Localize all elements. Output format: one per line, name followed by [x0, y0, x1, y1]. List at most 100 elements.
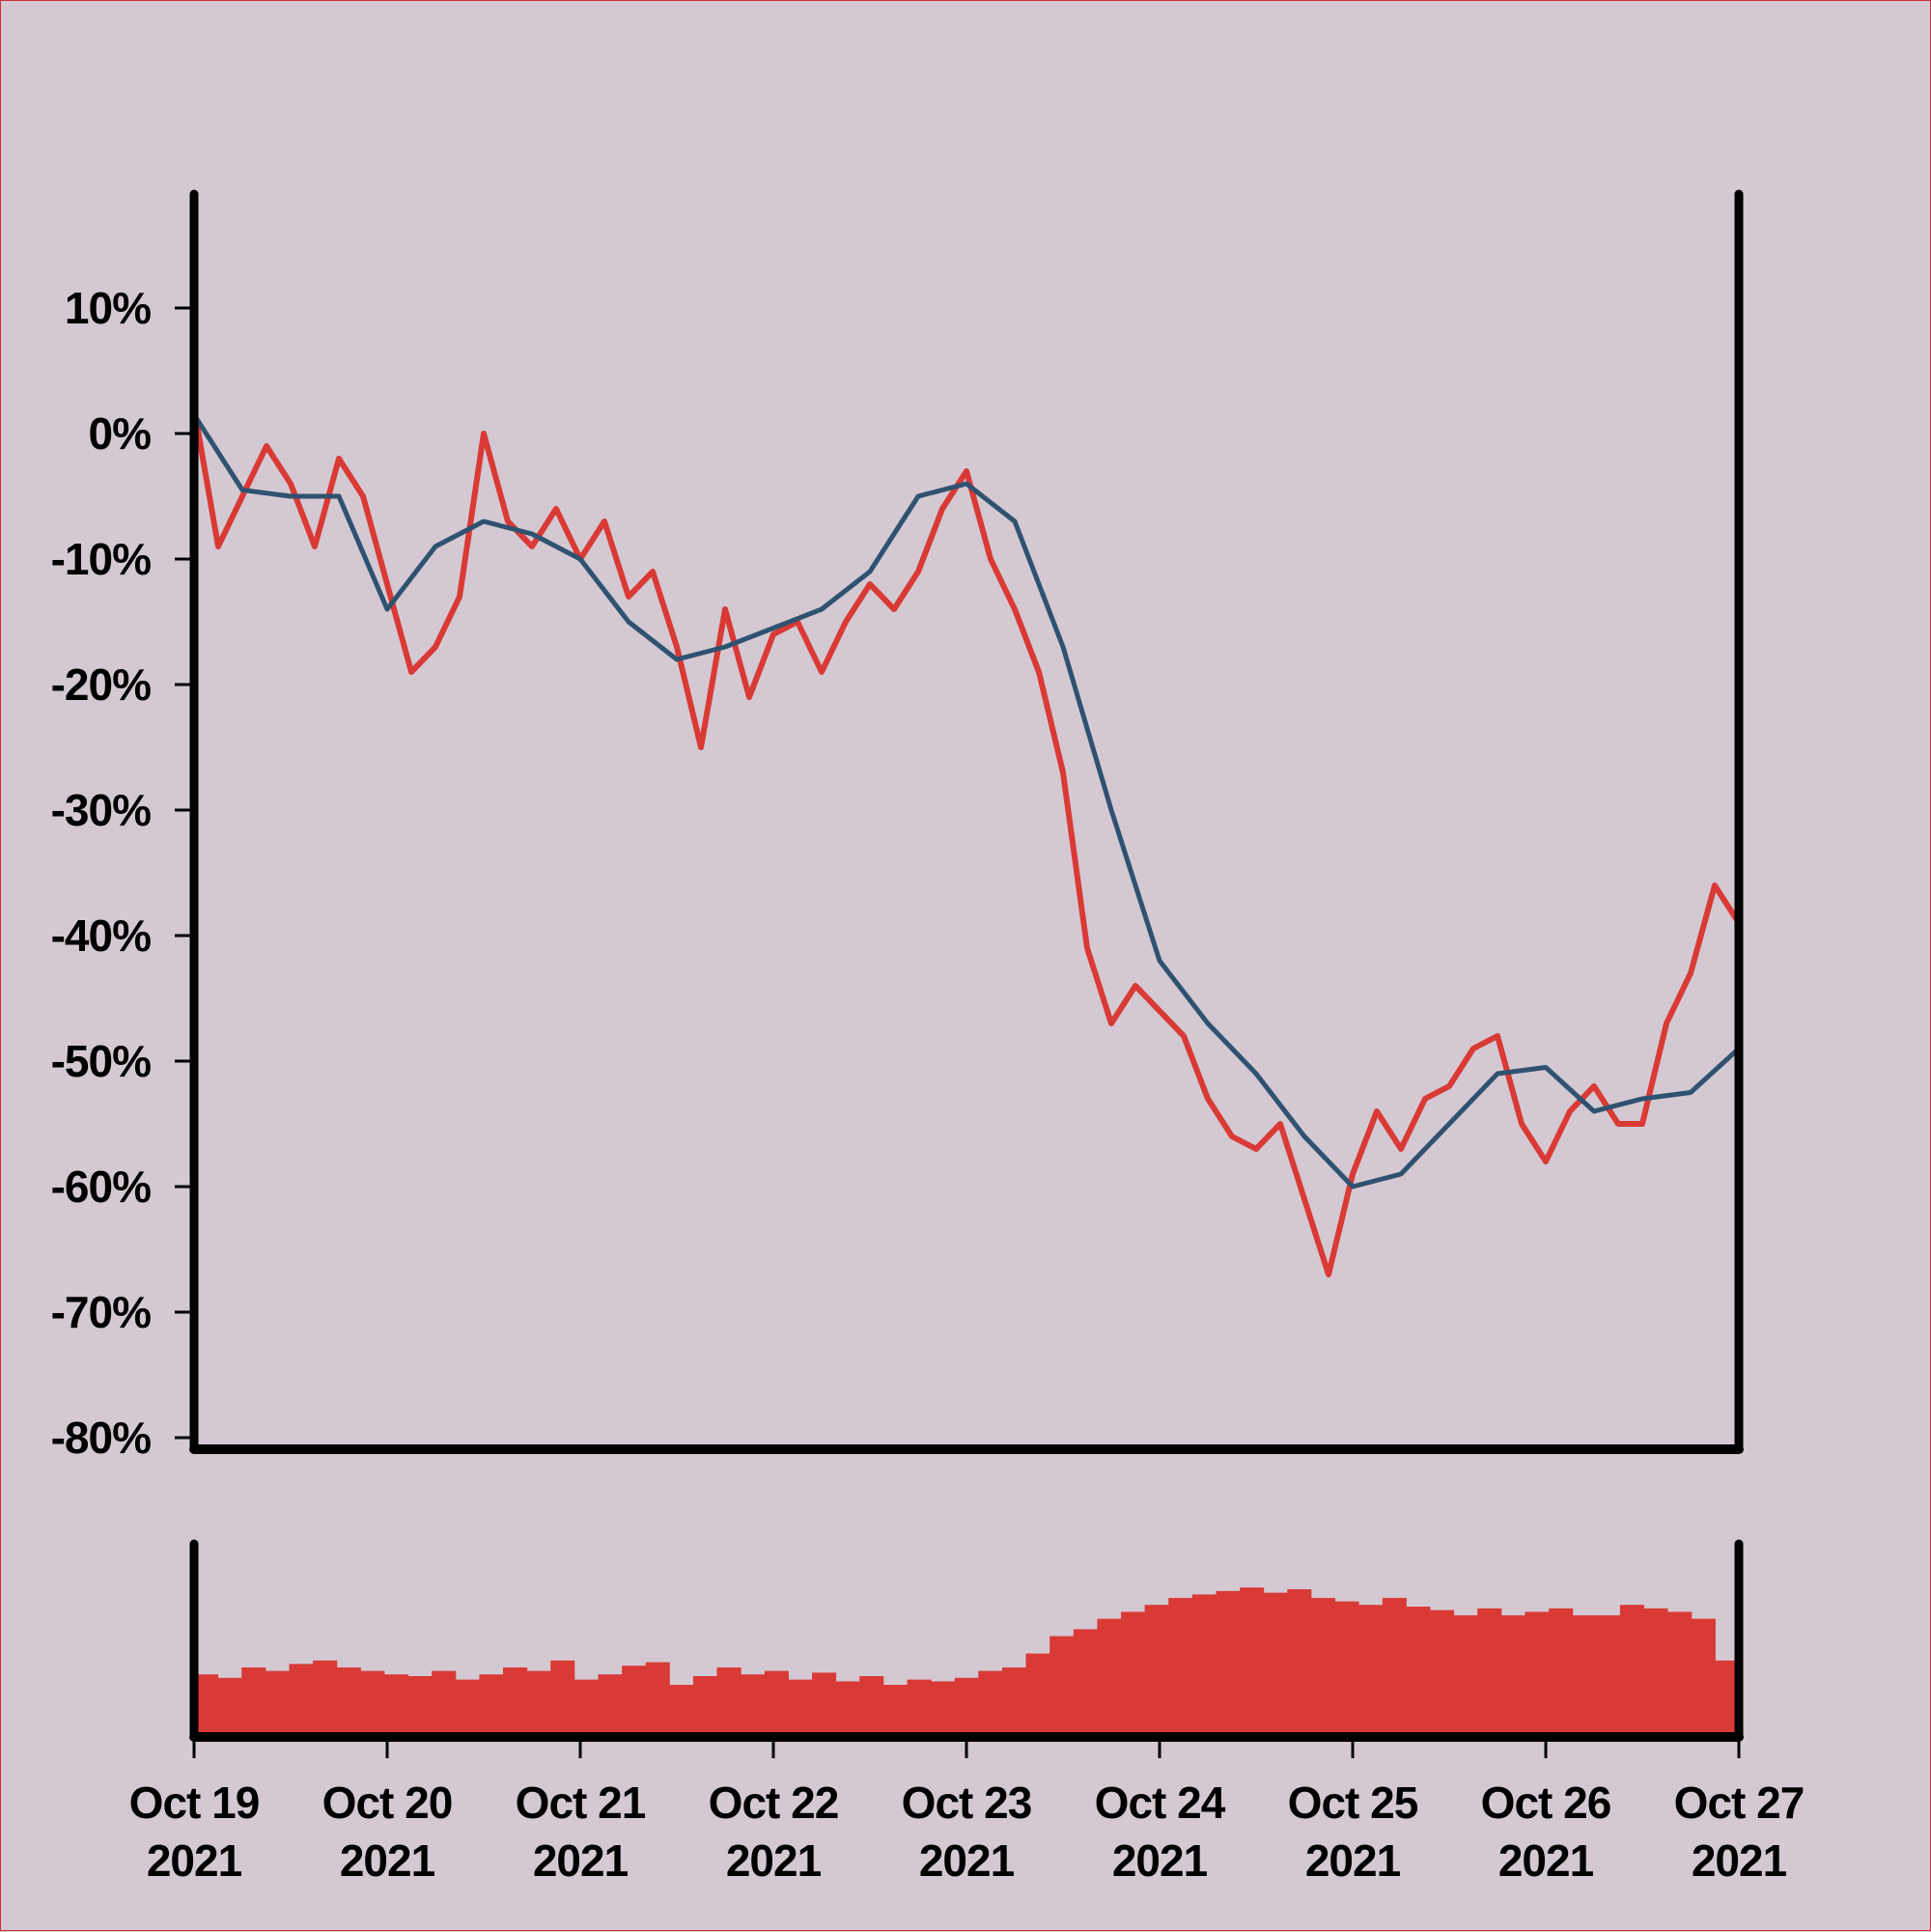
x-tick-label: Oct 24 2021	[1095, 1778, 1227, 1886]
volume-bar	[217, 1677, 242, 1737]
volume-bar	[812, 1672, 837, 1737]
y-tick-label: 10%	[65, 283, 151, 333]
x-tick-label: Oct 27 2021	[1674, 1778, 1805, 1886]
x-tick-label-date: Oct 23	[902, 1778, 1032, 1828]
volume-bar	[1144, 1605, 1169, 1737]
volume-bar	[1430, 1610, 1455, 1737]
x-tick-label-year: 2021	[1692, 1835, 1787, 1886]
volume-bar	[1216, 1590, 1241, 1737]
volume-bar	[788, 1679, 813, 1737]
y-tick-label: -30%	[51, 785, 151, 835]
volume-bar	[764, 1670, 789, 1737]
x-tick-label: Oct 21 2021	[516, 1778, 647, 1886]
x-tick-label-year: 2021	[919, 1835, 1015, 1886]
volume-bar	[1121, 1611, 1146, 1737]
volume-bar	[1168, 1598, 1193, 1737]
y-tick-label: -50%	[51, 1036, 151, 1086]
volume-bar	[1287, 1589, 1312, 1737]
y-tick-label: -10%	[51, 534, 151, 584]
x-tick-label: Oct 25 2021	[1288, 1778, 1419, 1886]
volume-bar	[692, 1676, 717, 1737]
x-tick-label-date: Oct 21	[516, 1778, 646, 1828]
volume-bar	[526, 1670, 551, 1737]
volume-bar	[550, 1660, 575, 1737]
volume-bar	[1310, 1598, 1335, 1737]
volume-bar	[455, 1679, 480, 1737]
x-tick-label: Oct 22 2021	[709, 1778, 840, 1886]
volume-bar	[432, 1670, 457, 1737]
volume-bar	[360, 1670, 385, 1737]
x-tick-label-date: Oct 24	[1095, 1778, 1226, 1828]
volume-bar	[1596, 1615, 1621, 1737]
volume-bar	[479, 1674, 504, 1737]
volume-bar	[1667, 1611, 1693, 1737]
x-tick-label-date: Oct 25	[1288, 1778, 1418, 1828]
volume-bars	[194, 1587, 1740, 1737]
y-tick-label: -60%	[51, 1162, 151, 1212]
y-tick-label: -40%	[51, 910, 151, 961]
x-tick-label-date: Oct 22	[709, 1778, 839, 1828]
volume-bar	[265, 1670, 290, 1737]
volume-bar	[907, 1679, 932, 1737]
volume-bar	[407, 1676, 433, 1737]
volume-bar	[669, 1685, 694, 1737]
volume-bar	[835, 1681, 860, 1737]
price-lines	[191, 406, 1742, 1277]
x-tick-labels: Oct 19 2021 Oct 20 2021 Oct 21 2021 Oct 22 2021…	[129, 1778, 1805, 1886]
volume-bar	[931, 1681, 956, 1737]
y-tick-label: -80%	[51, 1413, 151, 1463]
volume-bar	[1382, 1598, 1407, 1737]
price-line	[191, 406, 1742, 1277]
volume-bar	[1477, 1608, 1502, 1737]
y-tick-label: -20%	[51, 659, 151, 710]
x-tick-label-date: Oct 19	[129, 1778, 260, 1828]
volume-bar	[313, 1660, 338, 1737]
volume-bar	[954, 1677, 979, 1737]
volume-bar	[336, 1667, 361, 1737]
moving-average-line	[191, 412, 1742, 1190]
volume-bar	[1358, 1605, 1384, 1737]
x-tick-label-year: 2021	[147, 1835, 242, 1886]
volume-bar	[1001, 1667, 1026, 1737]
volume-bar	[1643, 1608, 1668, 1737]
volume-bar	[383, 1674, 408, 1737]
x-tick-label-year: 2021	[1305, 1835, 1401, 1886]
x-tick-label: Oct 19 2021	[129, 1778, 261, 1886]
volume-bar	[598, 1674, 623, 1737]
y-tick-label: -70%	[51, 1287, 151, 1337]
volume-bar	[1049, 1636, 1075, 1737]
volume-bar	[1073, 1629, 1098, 1737]
volume-bar	[1406, 1607, 1431, 1737]
volume-bar	[1334, 1601, 1359, 1737]
volume-bar	[1572, 1615, 1597, 1737]
volume-bar	[574, 1679, 599, 1737]
x-tick-label: Oct 20 2021	[322, 1778, 454, 1886]
x-tick-label-date: Oct 26	[1481, 1778, 1611, 1828]
volume-bar	[1453, 1615, 1478, 1737]
x-tick-label-date: Oct 27	[1674, 1778, 1805, 1828]
x-tick-label-year: 2021	[726, 1835, 822, 1886]
volume-bar	[289, 1664, 314, 1737]
volume-bar	[882, 1685, 908, 1737]
volume-bar	[622, 1666, 647, 1737]
volume-bar	[978, 1670, 1003, 1737]
x-tick-label: Oct 23 2021	[902, 1778, 1033, 1886]
x-tick-label-year: 2021	[1498, 1835, 1594, 1886]
volume-bar	[1500, 1615, 1525, 1737]
x-tick-label-year: 2021	[533, 1835, 629, 1886]
volume-bar	[1549, 1608, 1574, 1737]
x-tick-label-year: 2021	[1112, 1835, 1208, 1886]
volume-bar	[716, 1667, 742, 1737]
volume-bar	[1240, 1587, 1265, 1737]
x-tick-label: Oct 26 2021	[1481, 1778, 1612, 1886]
volume-bar	[1263, 1592, 1288, 1737]
volume-bar	[241, 1667, 266, 1737]
volume-bar	[1691, 1618, 1716, 1737]
volume-bar	[1525, 1611, 1550, 1737]
volume-bar	[645, 1662, 670, 1737]
axes	[175, 189, 1744, 1758]
y-tick-labels: 10% 0% -10% -20% -30% -40% -50% -60% -70% -80%	[51, 283, 152, 1463]
volume-bar	[1191, 1594, 1217, 1737]
volume-bar	[1025, 1653, 1050, 1737]
